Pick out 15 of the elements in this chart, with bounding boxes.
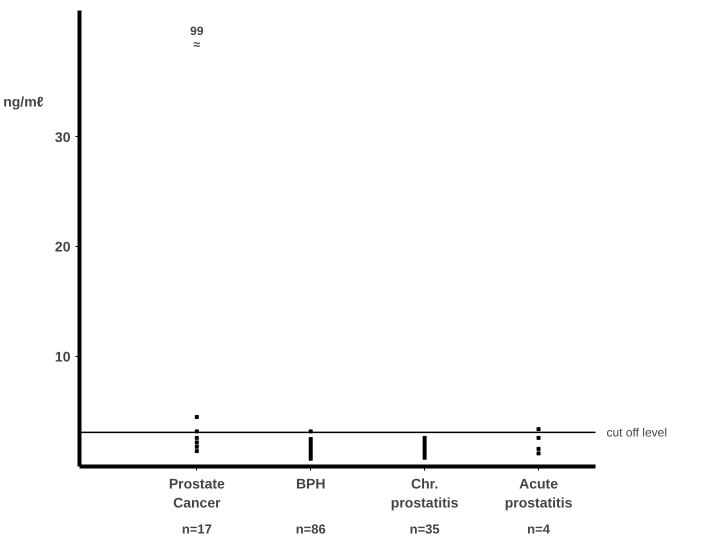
- y-tick-label: 10: [54, 348, 71, 365]
- x-tick-label: Chr. prostatitis: [390, 476, 459, 511]
- y-tick-label: 20: [54, 238, 71, 255]
- x-tick-label: BPH: [296, 476, 326, 492]
- text: n=86: [296, 522, 326, 536]
- annotation: 99: [190, 24, 204, 38]
- x-tick-label: Acute prostatitis: [504, 476, 573, 511]
- text: n=35: [410, 522, 440, 536]
- text: n=17: [182, 522, 212, 536]
- x-tick-label: Prostate Cancer: [168, 476, 226, 511]
- y-axis-title: ng/mℓ: [3, 94, 44, 110]
- annotation: ≈: [194, 38, 201, 52]
- ref-line-label: cut off level: [606, 425, 667, 440]
- y-tick-label: 30: [54, 128, 71, 145]
- text: n=4: [527, 522, 551, 536]
